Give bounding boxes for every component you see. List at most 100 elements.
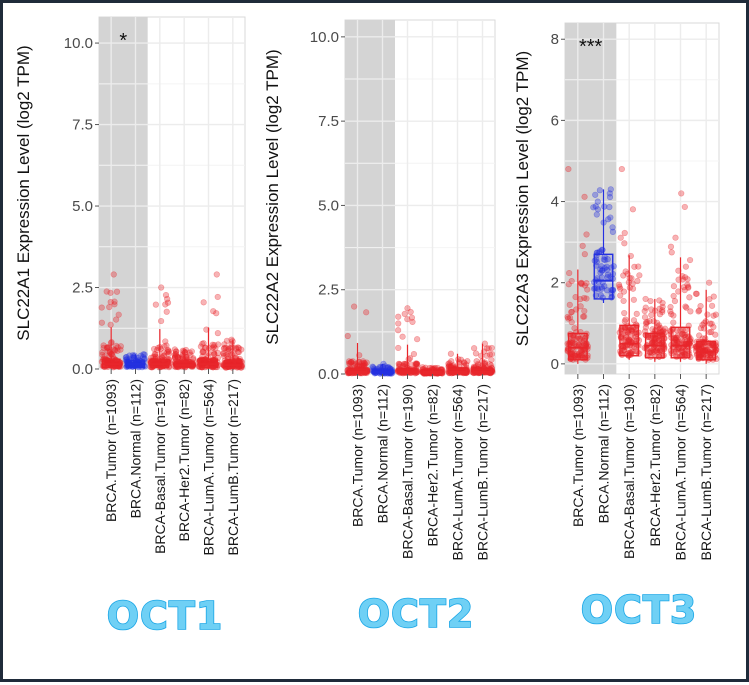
data-point [598, 263, 605, 270]
data-point [706, 279, 713, 286]
data-point [686, 256, 694, 264]
data-point [171, 354, 179, 361]
data-point [572, 353, 579, 360]
data-point [349, 358, 356, 365]
y-tick-label: 10.0 [64, 35, 93, 52]
data-point [161, 343, 168, 350]
data-point [565, 165, 572, 173]
data-point [574, 352, 581, 359]
data-point [414, 361, 421, 368]
data-point [355, 358, 362, 366]
data-point [621, 347, 628, 354]
data-point [228, 351, 236, 358]
data-point [100, 344, 107, 351]
data-point [622, 331, 629, 339]
data-point [348, 359, 355, 366]
data-point [220, 352, 228, 360]
data-point [221, 341, 228, 348]
data-point [107, 289, 114, 296]
data-point [164, 299, 172, 306]
data-point [457, 356, 465, 363]
data-point [103, 344, 111, 352]
box-group [590, 186, 617, 303]
data-point [643, 320, 650, 327]
data-point [412, 360, 419, 367]
y-tick-label: 0.0 [318, 366, 339, 383]
y-tick-label: 6 [551, 112, 559, 129]
data-point [657, 347, 664, 354]
data-point [409, 318, 416, 326]
data-point [362, 361, 369, 368]
data-point [401, 310, 408, 318]
box-group [369, 360, 396, 377]
data-point [578, 352, 585, 359]
data-point [572, 350, 580, 357]
data-point [211, 341, 218, 349]
x-tick-label: BRCA-Basal.Tumor (n=190) [400, 384, 416, 559]
data-point [200, 349, 207, 356]
data-point [472, 350, 480, 357]
data-point [99, 349, 106, 356]
data-point [446, 362, 453, 369]
data-point [627, 333, 635, 341]
data-point [708, 328, 715, 336]
data-point [214, 330, 221, 337]
data-point [164, 295, 171, 303]
data-point [682, 303, 689, 310]
data-point [706, 296, 713, 303]
data-point [399, 362, 407, 369]
box-group [445, 350, 471, 377]
data-point [577, 303, 584, 310]
y-tick-label: 5.0 [72, 198, 93, 215]
data-point [629, 285, 637, 292]
data-point [220, 350, 227, 357]
data-point [174, 354, 181, 361]
y-tick-label: 0.0 [72, 361, 93, 378]
data-point [414, 336, 421, 343]
data-point [656, 325, 663, 332]
data-point [213, 271, 220, 278]
data-point [214, 293, 221, 301]
data-point [174, 354, 182, 361]
data-point [629, 327, 636, 334]
data-point [626, 326, 633, 334]
data-point [395, 320, 402, 327]
data-point [111, 346, 119, 353]
data-point [113, 342, 120, 349]
data-point [624, 328, 631, 335]
data-point [173, 348, 180, 355]
data-point [686, 294, 693, 301]
data-point [579, 313, 587, 320]
data-point [581, 294, 588, 302]
data-point [413, 361, 420, 368]
data-point [396, 361, 403, 368]
data-point [419, 364, 426, 371]
data-point [682, 263, 689, 270]
data-point [190, 355, 197, 362]
data-point [642, 324, 649, 331]
data-point [576, 350, 583, 357]
data-point [621, 240, 628, 247]
data-point [347, 359, 354, 366]
box-group [641, 295, 669, 362]
data-point [625, 327, 632, 334]
data-point [210, 349, 218, 356]
data-point [404, 305, 411, 312]
data-point [117, 343, 124, 350]
x-tick-label: BRCA.Normal (n=112) [596, 384, 612, 523]
data-point [395, 360, 402, 367]
data-point [171, 353, 179, 360]
data-point [350, 360, 357, 368]
data-point [158, 284, 165, 291]
data-point [150, 345, 158, 353]
data-point [422, 364, 429, 371]
data-point [200, 340, 207, 347]
data-point [578, 279, 585, 286]
data-point [413, 360, 420, 367]
data-point [220, 350, 227, 357]
data-point [111, 298, 118, 305]
data-point [164, 348, 171, 356]
data-point [395, 313, 402, 320]
data-point [628, 326, 635, 333]
